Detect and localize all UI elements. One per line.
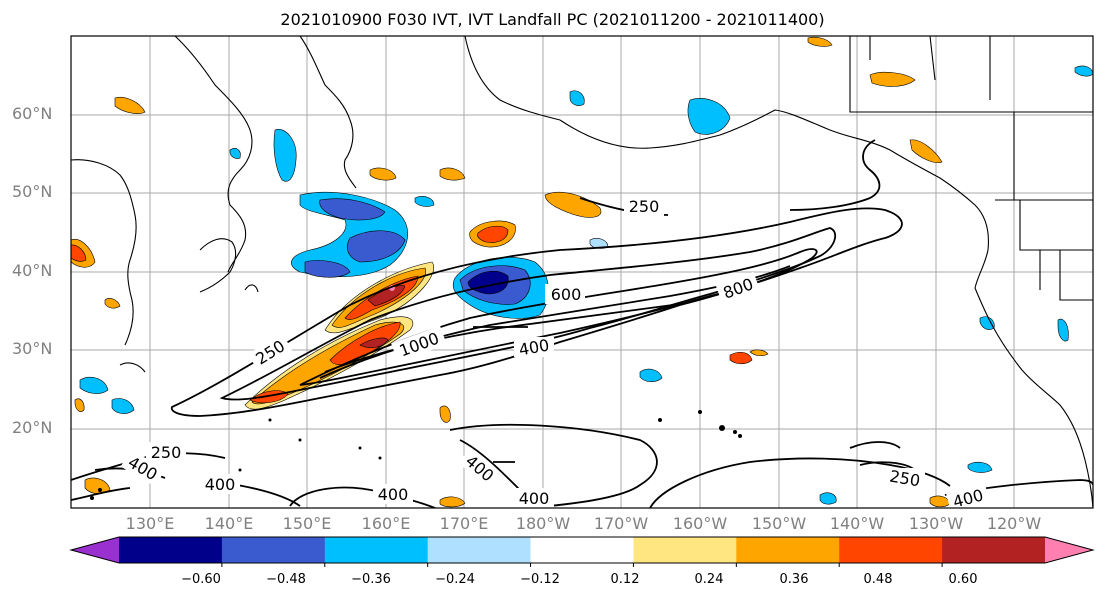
contour-label: 250 xyxy=(146,442,186,462)
lon-label: 130°W xyxy=(908,514,964,533)
colorbar-tick-label: 0.60 xyxy=(948,572,978,587)
svg-text:400: 400 xyxy=(378,485,409,504)
contour-label: 600 xyxy=(545,284,585,304)
svg-text:400: 400 xyxy=(519,489,550,508)
svg-text:600: 600 xyxy=(551,285,582,304)
colorbar-outline xyxy=(69,536,1095,564)
contour-label: 400 xyxy=(946,483,990,511)
lon-label: 160°E xyxy=(361,514,411,533)
lon-label: 140°W xyxy=(829,514,885,533)
colorbar-tick-label: −0.60 xyxy=(181,572,221,587)
lon-label: 140°E xyxy=(204,514,254,533)
lon-label: 120°W xyxy=(986,514,1042,533)
colorbar-tick-label: 0.36 xyxy=(779,572,809,587)
lon-label: 160°W xyxy=(672,514,728,533)
colorbar-segment xyxy=(119,537,223,563)
colorbar-tick-label: −0.12 xyxy=(520,572,560,587)
lon-label: 180°W xyxy=(515,514,571,533)
coastlines xyxy=(71,36,1093,508)
colorbar-segment xyxy=(633,537,737,563)
islands xyxy=(90,410,742,500)
colorbar-tick-label: 0.48 xyxy=(863,572,893,587)
lon-label: 170°W xyxy=(593,514,649,533)
svg-text:400: 400 xyxy=(951,485,985,511)
contour-label: 400 xyxy=(514,488,554,508)
colorbar-tick-label: −0.48 xyxy=(266,572,306,587)
svg-text:250: 250 xyxy=(151,443,182,462)
lat-label: 20°N xyxy=(12,418,53,437)
contour-label: 250 xyxy=(624,196,664,216)
lon-label: 130°E xyxy=(125,514,175,533)
map-frame xyxy=(70,35,1094,509)
colorbar-segment xyxy=(530,537,634,563)
lon-label: 170°E xyxy=(439,514,489,533)
lat-label: 40°N xyxy=(12,261,53,280)
colorbar-tick-label: −0.36 xyxy=(351,572,391,587)
contour-label: 400 xyxy=(373,484,413,504)
colorbar-extend-min xyxy=(71,537,119,563)
colorbar-tick-label: −0.24 xyxy=(435,572,475,587)
colorbar-segment xyxy=(942,537,1046,563)
lat-label: 50°N xyxy=(12,182,53,201)
lat-label: 30°N xyxy=(12,339,53,358)
colorbar-tick-label: 0.24 xyxy=(694,572,724,587)
colorbar xyxy=(69,536,1095,567)
contour-label: 400 xyxy=(200,474,240,494)
contour-label: 250 xyxy=(885,466,925,491)
lat-label: 60°N xyxy=(12,104,53,123)
colorbar-segment xyxy=(736,537,840,563)
lon-label: 150°W xyxy=(751,514,807,533)
negative-anomaly-patches xyxy=(79,65,1093,505)
svg-text:250: 250 xyxy=(629,197,660,216)
svg-text:400: 400 xyxy=(205,475,236,494)
colorbar-extend-max xyxy=(1045,537,1093,563)
colorbar-segment xyxy=(221,537,326,563)
colorbar-segment xyxy=(427,537,532,563)
colorbar-segment xyxy=(839,537,943,563)
graticule xyxy=(71,36,1093,508)
lon-label: 150°E xyxy=(282,514,332,533)
colorbar-tick-label: 0.12 xyxy=(610,572,640,587)
map-title: 2021010900 F030 IVT, IVT Landfall PC (20… xyxy=(280,10,825,29)
contour-label: 400 xyxy=(514,335,554,360)
colorbar-segment xyxy=(324,537,429,563)
